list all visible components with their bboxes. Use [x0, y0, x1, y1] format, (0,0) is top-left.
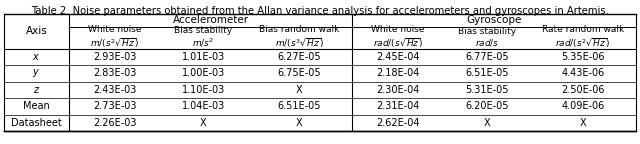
Text: 4.09E-06: 4.09E-06 — [561, 101, 604, 111]
Text: 6.27E-05: 6.27E-05 — [277, 52, 321, 62]
Text: 1.10E-03: 1.10E-03 — [182, 85, 225, 95]
Text: Gyroscope: Gyroscope — [467, 15, 522, 25]
Text: White noise
$rad/(s\sqrt{Hz})$: White noise $rad/(s\sqrt{Hz})$ — [371, 25, 425, 50]
Text: 2.43E-03: 2.43E-03 — [93, 85, 136, 95]
Text: White noise
$m/(s^2\sqrt{Hz})$: White noise $m/(s^2\sqrt{Hz})$ — [88, 25, 141, 50]
Text: X: X — [484, 118, 490, 128]
Text: Datasheet: Datasheet — [11, 118, 61, 128]
Text: Bias stability
$m/s^2$: Bias stability $m/s^2$ — [174, 26, 232, 49]
Text: X: X — [296, 85, 303, 95]
Text: 6.51E-05: 6.51E-05 — [465, 68, 509, 78]
Text: 2.45E-04: 2.45E-04 — [376, 52, 420, 62]
Text: 2.62E-04: 2.62E-04 — [376, 118, 420, 128]
Text: X: X — [579, 118, 586, 128]
Text: 6.51E-05: 6.51E-05 — [277, 101, 321, 111]
Text: 2.50E-06: 2.50E-06 — [561, 85, 605, 95]
Text: X: X — [296, 118, 303, 128]
Text: 5.31E-05: 5.31E-05 — [465, 85, 509, 95]
Text: 6.20E-05: 6.20E-05 — [465, 101, 509, 111]
Text: Axis: Axis — [26, 26, 47, 36]
Text: 6.77E-05: 6.77E-05 — [465, 52, 509, 62]
Text: 4.43E-06: 4.43E-06 — [561, 68, 604, 78]
Text: $z$: $z$ — [33, 85, 40, 95]
Text: Table 2. Noise parameters obtained from the Allan variance analysis for accelero: Table 2. Noise parameters obtained from … — [31, 6, 609, 17]
Text: 1.04E-03: 1.04E-03 — [182, 101, 225, 111]
Text: 2.18E-04: 2.18E-04 — [376, 68, 420, 78]
Text: $y$: $y$ — [32, 67, 40, 79]
Text: 5.35E-06: 5.35E-06 — [561, 52, 605, 62]
Text: X: X — [200, 118, 207, 128]
Text: Rate random walk
$rad/(s^2\sqrt{Hz})$: Rate random walk $rad/(s^2\sqrt{Hz})$ — [541, 25, 624, 50]
Text: Bias random walk
$m/(s^3\sqrt{Hz})$: Bias random walk $m/(s^3\sqrt{Hz})$ — [259, 25, 339, 50]
Text: $x$: $x$ — [32, 52, 40, 62]
Text: Bias stability
$rad/s$: Bias stability $rad/s$ — [458, 27, 516, 48]
Text: 2.73E-03: 2.73E-03 — [93, 101, 136, 111]
Text: Mean: Mean — [23, 101, 50, 111]
Text: Accelerometer: Accelerometer — [172, 15, 248, 25]
Text: 2.26E-03: 2.26E-03 — [93, 118, 136, 128]
Text: 2.93E-03: 2.93E-03 — [93, 52, 136, 62]
Text: 1.01E-03: 1.01E-03 — [182, 52, 225, 62]
Text: 1.00E-03: 1.00E-03 — [182, 68, 225, 78]
Text: 2.31E-04: 2.31E-04 — [376, 101, 420, 111]
Text: 2.83E-03: 2.83E-03 — [93, 68, 136, 78]
Text: 6.75E-05: 6.75E-05 — [277, 68, 321, 78]
Text: 2.30E-04: 2.30E-04 — [376, 85, 420, 95]
